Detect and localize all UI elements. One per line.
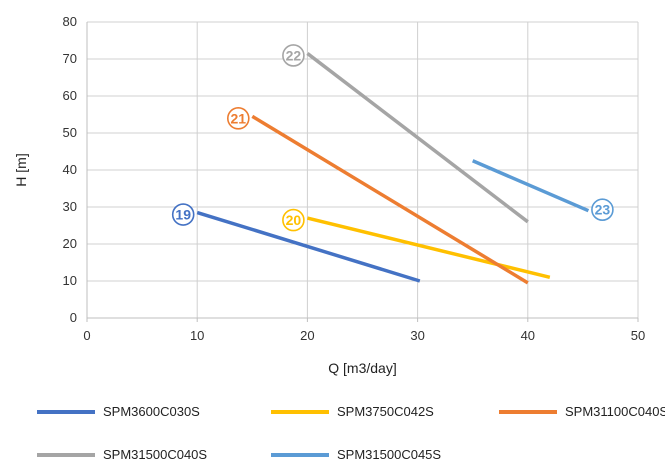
badge-number: 21	[231, 110, 247, 126]
x-tick-label: 10	[190, 328, 204, 343]
y-tick-label: 80	[63, 14, 77, 29]
legend-item: SPM31500C045S	[271, 447, 441, 462]
x-tick-label: 40	[521, 328, 535, 343]
y-tick-label: 70	[63, 51, 77, 66]
series-line-SPM3600C030S	[196, 210, 421, 283]
y-tick-label: 30	[63, 199, 77, 214]
series-badges: 19 20 21 22 23	[171, 44, 614, 232]
y-tick-label: 50	[63, 125, 77, 140]
legend-item: SPM31500C040S	[37, 447, 207, 462]
series-badge: 23	[591, 198, 614, 221]
badge-number: 22	[286, 47, 302, 63]
series-lines	[196, 52, 590, 285]
series-line-SPM31100C040S	[251, 114, 529, 285]
y-axis-label: H [m]	[13, 153, 29, 186]
series-badge: 21	[227, 107, 250, 130]
badge-number: 20	[286, 212, 302, 228]
legend-item: SPM31100C040S	[499, 404, 665, 419]
legend-label: SPM31500C040S	[103, 447, 207, 462]
x-axis-label: Q [m3/day]	[328, 360, 396, 376]
badge-circle	[171, 203, 195, 226]
legend-label: SPM31500C045S	[337, 447, 441, 462]
legend-item: SPM3600C030S	[37, 404, 200, 419]
grid-lines	[87, 21, 639, 318]
badge-number: 23	[595, 202, 611, 218]
y-tick-label: 60	[63, 88, 77, 103]
series-line-SPM31500C045S	[472, 159, 590, 213]
series-badge: 19	[171, 203, 195, 226]
series-badge: 22	[282, 44, 305, 67]
legend-label: SPM31100C040S	[565, 404, 665, 419]
badge-number: 19	[175, 207, 191, 223]
y-tick-label: 40	[63, 162, 77, 177]
legend-item: SPM3750C042S	[271, 404, 434, 419]
x-tick-label: 30	[410, 328, 424, 343]
axes: 0 10 20 30 40 50 60 70 80 0 10 20 30 40 50	[63, 14, 646, 343]
legend-label: SPM3750C042S	[337, 404, 434, 419]
y-tick-label: 10	[63, 273, 77, 288]
series-badge: 20	[282, 208, 305, 232]
x-tick-label: 50	[631, 328, 645, 343]
badge-circle	[282, 208, 305, 232]
badge-circle	[591, 198, 614, 221]
legend-label: SPM3600C030S	[103, 404, 200, 419]
badge-circle	[282, 44, 305, 67]
y-tick-label: 0	[70, 310, 77, 325]
y-tick-label: 20	[63, 236, 77, 251]
x-tick-label: 20	[300, 328, 314, 343]
badge-circle	[227, 107, 250, 130]
series-line-SPM3750C042S	[306, 216, 551, 280]
series-line-SPM31500C040S	[306, 52, 529, 224]
x-tick-label: 0	[83, 328, 90, 343]
legend: SPM3600C030S SPM3750C042S SPM31100C040S SPM…	[37, 404, 665, 462]
